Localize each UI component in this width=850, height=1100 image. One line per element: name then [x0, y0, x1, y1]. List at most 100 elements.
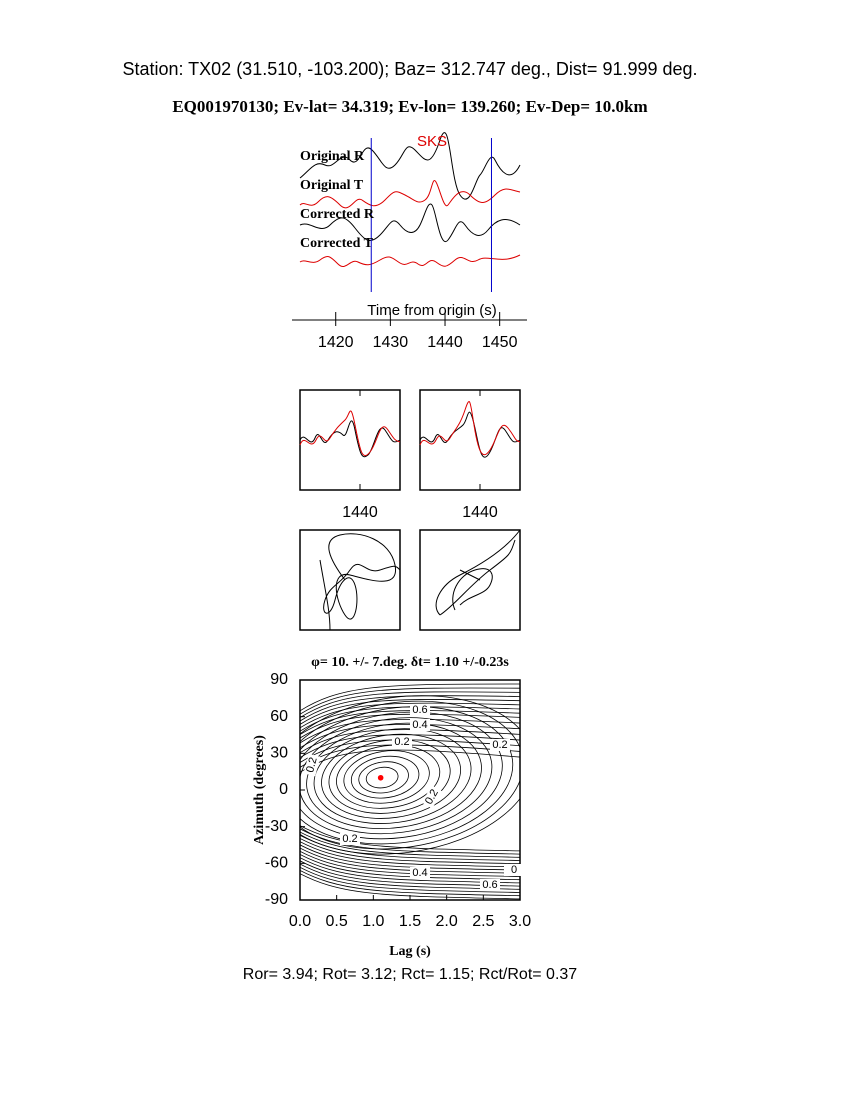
x-tick-label: 1440: [462, 504, 498, 521]
contour-label-bg: [410, 867, 430, 879]
contour-line: [300, 857, 520, 884]
contour-line: [300, 734, 520, 759]
contour-line: [300, 717, 493, 835]
contour-line: [365, 766, 399, 789]
contour-line: [300, 695, 520, 855]
y-tick-label: 0: [279, 781, 288, 798]
contour-line: [358, 761, 409, 794]
x-tick-label: 3.0: [509, 913, 531, 930]
y-tick-label: -90: [265, 891, 288, 908]
contour-line: [300, 724, 520, 749]
y-tick-label: 60: [270, 708, 288, 725]
contour-line: [300, 718, 520, 744]
contours: [300, 683, 520, 900]
best-fit-point: [377, 774, 384, 781]
phase-label: SKS: [417, 133, 447, 150]
trace-label: Original R: [300, 149, 365, 164]
contour-line: [300, 702, 520, 729]
contour-line: [300, 713, 520, 739]
y-tick-label: -60: [265, 855, 288, 872]
contour-line: [300, 729, 520, 754]
contour-line: [300, 873, 520, 900]
panel-frame: [299, 389, 401, 491]
contour-line: [300, 863, 520, 890]
panel-frame: [299, 529, 401, 631]
contour-line: [300, 831, 520, 858]
panel-frame: [419, 389, 521, 491]
contour-title: φ= 10. +/- 7.deg. δt= 1.10 +/-0.23s: [311, 655, 509, 670]
contour-label-bg: [480, 879, 500, 891]
contour-label: 0.6: [482, 879, 497, 891]
x-tick-label: 2.5: [472, 913, 494, 930]
contour-line: [300, 869, 520, 897]
x-tick-label: 1450: [482, 334, 518, 351]
y-tick-label: -30: [265, 818, 288, 835]
y-tick-label: 30: [270, 745, 288, 762]
x-tick-label: 1440: [427, 334, 463, 351]
y-axis-label: Azimuth (degrees): [252, 735, 267, 845]
contour-line: [350, 755, 420, 799]
trace: [299, 203, 521, 243]
contour-label-bg: [421, 785, 443, 809]
panel-waves: [299, 401, 521, 631]
panel-frame: [419, 529, 521, 631]
x-axis-label: Time from origin (s): [367, 302, 496, 319]
contour-line: [300, 853, 520, 881]
x-tick-label: 0.5: [326, 913, 348, 930]
contour-line: [300, 828, 520, 855]
x-axis-label: Lag (s): [389, 944, 431, 959]
contour-label-bg: [303, 753, 321, 777]
x-tick-label: 1420: [318, 334, 354, 351]
x-tick-label: 2.0: [436, 913, 458, 930]
contour-label: 0.2: [304, 756, 320, 774]
contour-label-bg: [490, 739, 510, 751]
x-tick-label: 1440: [342, 504, 378, 521]
contour-line: [343, 750, 430, 804]
contour-label-bg: [410, 719, 430, 731]
contour-label: 0.2: [492, 739, 507, 751]
event-header: EQ001970130; Ev-lat= 34.319; Ev-lon= 139…: [172, 97, 647, 116]
station-header: Station: TX02 (31.510, -103.200); Baz= 3…: [122, 59, 697, 79]
contour-label: 0.4: [412, 719, 427, 731]
contour-line: [300, 706, 514, 845]
contour-line: [300, 706, 520, 732]
contour-label: 0.2: [394, 736, 409, 748]
contour-line: [300, 710, 520, 736]
contour-line: [300, 850, 520, 877]
contour-label: 0.6: [412, 704, 427, 716]
contour-line: [300, 699, 520, 725]
contour-line: [300, 841, 520, 868]
contour-line: [328, 739, 451, 814]
contour-line: [300, 844, 520, 871]
contour-line: [300, 837, 520, 865]
contour-line: [300, 825, 520, 852]
contour-label-bg: [410, 704, 430, 716]
trace-label: Corrected R: [300, 207, 375, 222]
trace: [299, 254, 521, 267]
contour-line: [300, 691, 520, 719]
contour-line: [300, 700, 520, 850]
contour-label-bg: [504, 864, 524, 876]
contour-line: [300, 687, 520, 715]
contour-label: 0: [511, 864, 517, 876]
x-tick-label: 0.0: [289, 913, 311, 930]
contour-line: [300, 695, 520, 722]
contour-line: [300, 834, 520, 861]
contour-line: [300, 683, 520, 712]
contour-label-bg: [340, 833, 360, 845]
contour-label-bg: [392, 736, 412, 748]
contour-line: [300, 711, 503, 840]
trace: [299, 180, 521, 209]
waveforms: [299, 132, 521, 267]
trace-label: Original T: [300, 178, 364, 193]
contour-line: [300, 866, 520, 893]
y-tick-label: 90: [270, 671, 288, 688]
trace: [299, 132, 521, 200]
contour-line: [336, 744, 441, 809]
contour-line: [300, 860, 520, 887]
contour-label: 0.2: [342, 833, 357, 845]
trace-label: Corrected T: [300, 236, 374, 251]
contour-label: 0.4: [412, 867, 427, 879]
x-tick-label: 1.0: [362, 913, 384, 930]
